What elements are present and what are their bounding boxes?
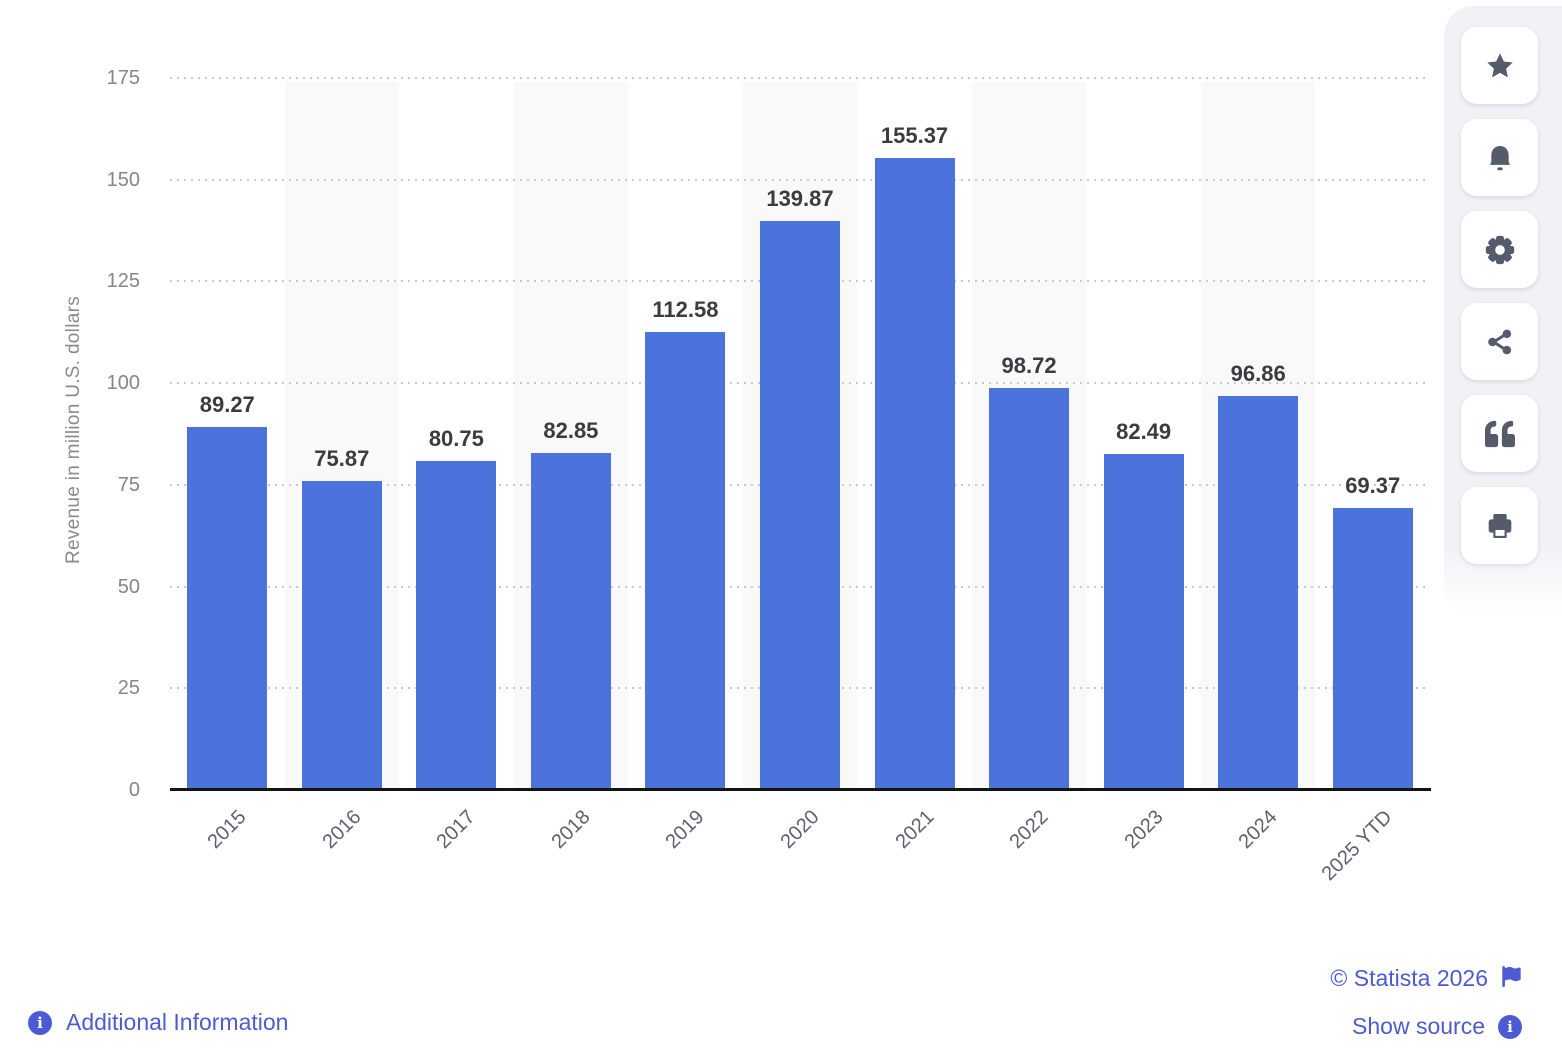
print-button[interactable] — [1461, 487, 1538, 564]
x-label-2025 YTD: 2025 YTD — [1317, 806, 1397, 885]
cite-button[interactable] — [1461, 395, 1538, 472]
info-icon: i — [28, 1010, 52, 1035]
favorite-button[interactable] — [1461, 27, 1538, 104]
y-tick-label: 0 — [128, 779, 140, 801]
x-label-2023: 2023 — [1120, 806, 1168, 854]
x-label-2018: 2018 — [547, 806, 595, 854]
flag-icon[interactable] — [1501, 965, 1522, 992]
bar-value-label: 75.87 — [314, 446, 370, 472]
bar-value-label: 89.27 — [199, 391, 255, 417]
x-label-2022: 2022 — [1005, 806, 1053, 854]
y-tick-label: 75 — [117, 473, 140, 496]
bell-icon — [1484, 142, 1516, 174]
y-tick-label: 175 — [106, 67, 140, 89]
plot-area: 89.27 75.87 80.75 82.85 112.58 139.87 155.37 98… — [170, 77, 1430, 790]
copyright: © Statista 2026 — [1330, 965, 1522, 992]
info-icon: i — [1498, 1014, 1522, 1039]
bar-2025 YTD[interactable] — [1332, 507, 1413, 790]
bar-2016[interactable] — [301, 481, 382, 790]
x-axis-line — [170, 788, 1431, 791]
y-tick-label: 25 — [117, 677, 140, 700]
quote-icon — [1484, 419, 1515, 449]
bar-value-label: 98.72 — [1001, 353, 1057, 379]
bar-2023[interactable] — [1103, 454, 1184, 790]
bar-2017[interactable] — [416, 461, 497, 790]
y-axis-title: Revenue in million U.S. dollars — [63, 295, 84, 565]
y-tick-label: 150 — [106, 168, 140, 191]
show-source-link[interactable]: Show source i — [1352, 1013, 1522, 1040]
alerts-button[interactable] — [1461, 119, 1538, 196]
x-label-2016: 2016 — [318, 806, 366, 854]
gear-icon — [1483, 233, 1517, 267]
bar-value-label: 80.75 — [428, 426, 484, 452]
bar-2018[interactable] — [530, 452, 611, 790]
bar-value-label: 112.58 — [652, 296, 719, 322]
bar-value-label: 82.49 — [1116, 419, 1172, 445]
printer-icon — [1484, 510, 1516, 542]
x-label-2021: 2021 — [891, 806, 939, 854]
bar-chart: Revenue in million U.S. dollars 89.27 75.… — [63, 67, 1431, 885]
x-label-2015: 2015 — [203, 806, 251, 854]
bar-2024[interactable] — [1218, 395, 1299, 790]
copyright-label: © Statista 2026 — [1330, 965, 1488, 991]
gridline — [170, 178, 1430, 181]
additional-information-link[interactable]: i Additional Information — [28, 1009, 288, 1036]
bar-2015[interactable] — [187, 426, 268, 790]
settings-button[interactable] — [1461, 211, 1538, 288]
x-label-2020: 2020 — [776, 806, 824, 854]
star-icon — [1484, 50, 1516, 82]
share-button[interactable] — [1461, 303, 1538, 380]
y-tick-label: 100 — [106, 372, 140, 395]
bar-value-label: 139.87 — [766, 185, 834, 211]
bar-2020[interactable] — [760, 220, 840, 790]
x-label-2017: 2017 — [432, 806, 480, 854]
x-label-2019: 2019 — [661, 806, 710, 854]
bar-value-label: 155.37 — [880, 122, 949, 148]
chart-toolbar — [1444, 6, 1562, 616]
y-tick-label: 50 — [117, 575, 140, 598]
show-source-label: Show source — [1352, 1013, 1485, 1039]
additional-information-label: Additional Information — [66, 1009, 289, 1035]
share-icon — [1485, 327, 1515, 357]
bar-value-label: 82.85 — [543, 417, 599, 443]
x-label-2024: 2024 — [1234, 806, 1282, 854]
gridline — [170, 77, 1430, 79]
bar-value-label: 96.86 — [1230, 360, 1286, 386]
bar-2021[interactable] — [874, 157, 955, 790]
y-tick-label: 125 — [106, 270, 140, 293]
bar-2019[interactable] — [645, 331, 726, 790]
bar-2022[interactable] — [989, 388, 1070, 790]
bar-value-label: 69.37 — [1345, 472, 1401, 498]
